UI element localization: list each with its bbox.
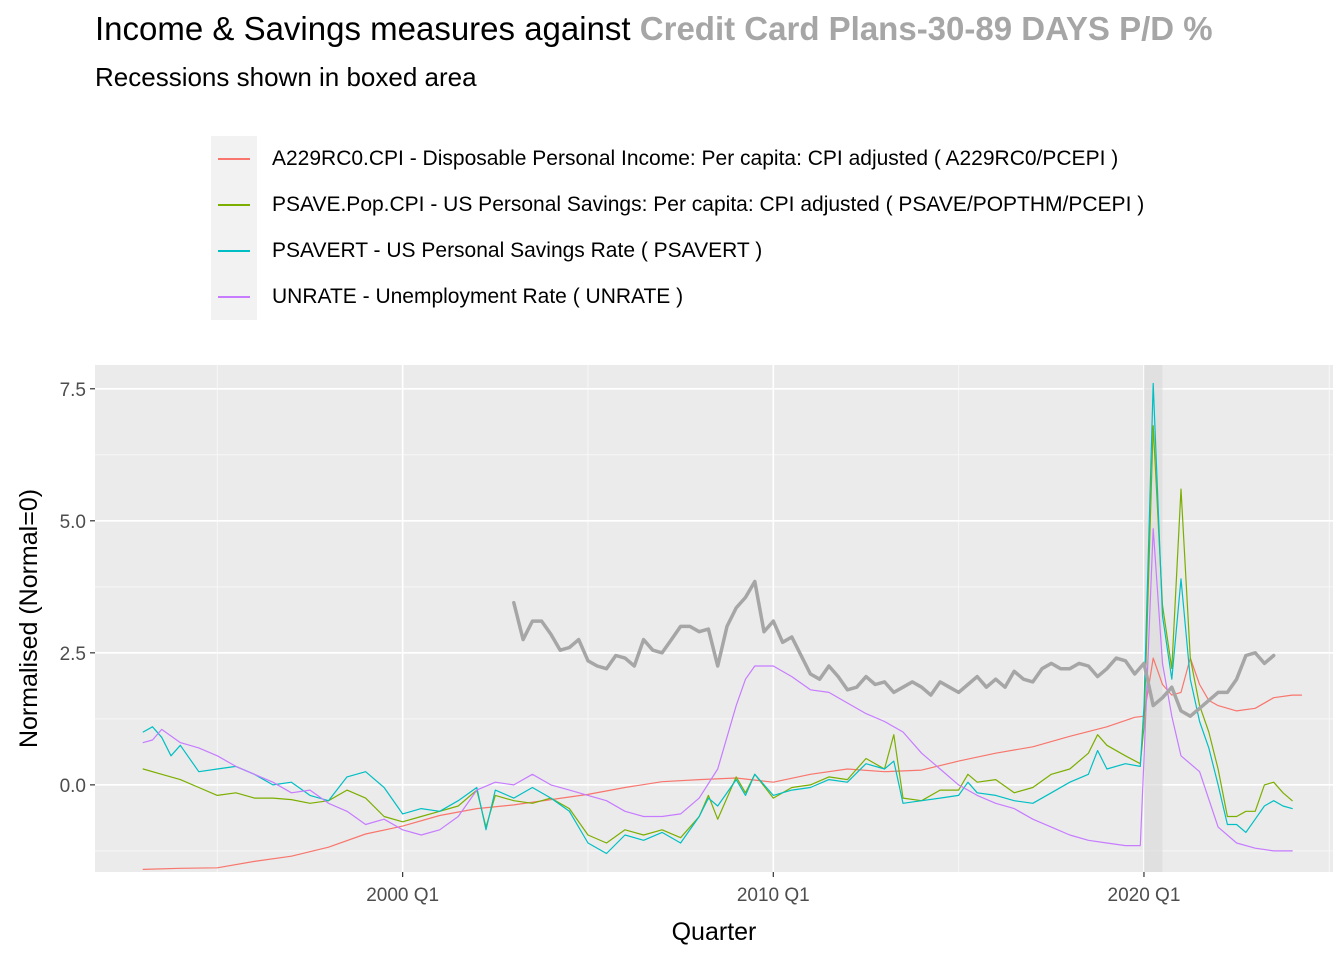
series-line-3: [142, 528, 1293, 852]
chart-title: Income & Savings measures against Credit…: [95, 10, 1213, 48]
y-tick-label: 5.0: [60, 512, 86, 533]
legend-key-unemployment: [218, 296, 250, 298]
y-tick-label: 2.5: [60, 644, 86, 665]
y-tick-label: 7.5: [60, 380, 86, 401]
chart-title-highlight: Credit Card Plans-30-89 DAYS P/D %: [639, 10, 1213, 47]
legend-key-savings-rate: [218, 250, 250, 252]
legend-item-savings: PSAVE.Pop.CPI - US Personal Savings: Per…: [211, 182, 1311, 228]
minor-grid: [95, 365, 1333, 872]
legend-item-unemployment: UNRATE - Unemployment Rate ( UNRATE ): [211, 274, 1311, 320]
chart-subtitle: Recessions shown in boxed area: [95, 62, 477, 92]
legend-label-income: A229RC0.CPI - Disposable Personal Income…: [272, 147, 1119, 170]
chart-title-main: Income & Savings measures against: [95, 10, 640, 47]
axes: 7.5 5.0 2.5 0.0 2000 Q1 2010 Q1 2020 Q1 Quarter…: [15, 380, 1180, 946]
plot-panel: [95, 365, 1333, 872]
x-tick-label: 2000 Q1: [366, 885, 439, 906]
legend-label-savings: PSAVE.Pop.CPI - US Personal Savings: Per…: [272, 193, 1145, 216]
y-tick-label: 0.0: [60, 776, 86, 797]
x-tick-label: 2020 Q1: [1108, 885, 1181, 906]
legend-item-income: A229RC0.CPI - Disposable Personal Income…: [211, 136, 1311, 182]
legend-label-unemployment: UNRATE - Unemployment Rate ( UNRATE ): [272, 285, 684, 308]
legend-key-savings: [218, 204, 250, 206]
legend-key-income: [218, 158, 250, 160]
series-line-0: [142, 657, 1303, 870]
series-line-4: [512, 579, 1276, 718]
legend-item-savings-rate: PSAVERT - US Personal Savings Rate ( PSA…: [211, 228, 1311, 274]
y-axis-title: Normalised (Normal=0): [15, 489, 43, 748]
series-line-1: [142, 425, 1293, 844]
series-lines: [142, 382, 1303, 870]
legend-label-savings-rate: PSAVERT - US Personal Savings Rate ( PSA…: [272, 239, 763, 262]
x-axis-title: Quarter: [672, 918, 757, 946]
legend-key-background: [211, 136, 257, 320]
x-tick-label: 2010 Q1: [737, 885, 810, 906]
series-line-2: [142, 382, 1293, 855]
